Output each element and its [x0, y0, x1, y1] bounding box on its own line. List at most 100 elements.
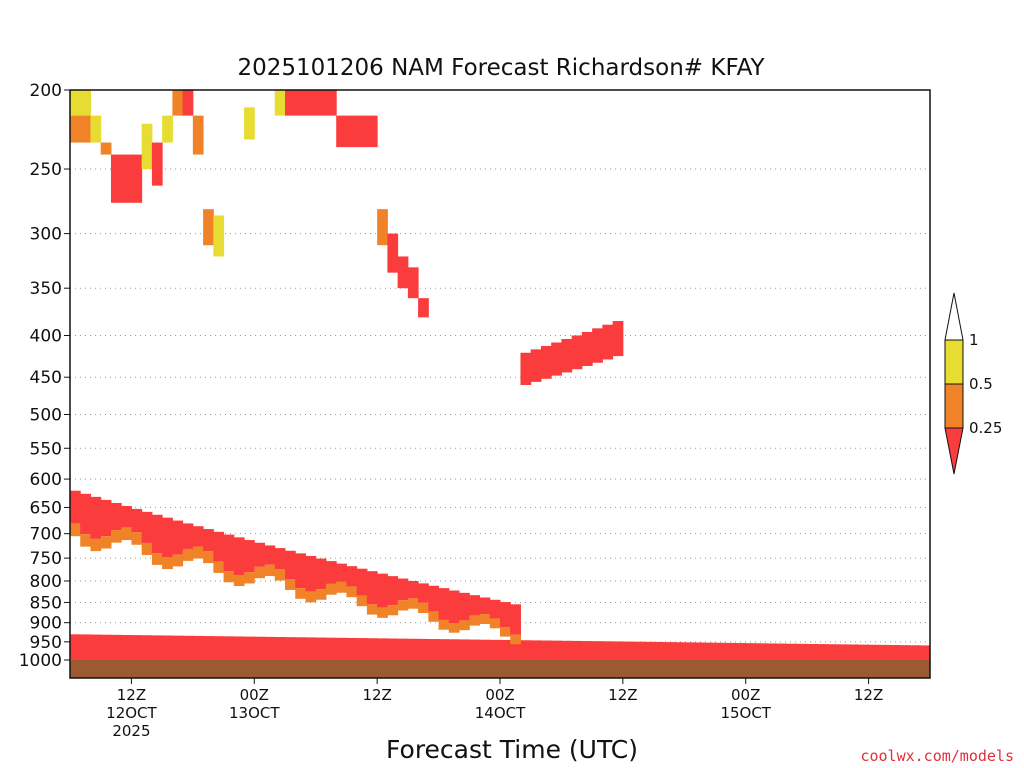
- y-tick-label: 200: [30, 81, 62, 101]
- heatmap-cell: [110, 154, 122, 203]
- heatmap-cell: [192, 115, 204, 155]
- heatmap-cell: [325, 637, 337, 660]
- heatmap-cell: [397, 638, 409, 660]
- heatmap-cell: [356, 568, 368, 596]
- heatmap-cell: [80, 90, 91, 116]
- heatmap-cell: [796, 643, 808, 660]
- heatmap-cell: [315, 589, 327, 600]
- heatmap-cell: [192, 526, 204, 547]
- heatmap-cell: [325, 90, 337, 116]
- heatmap-cell: [858, 644, 870, 660]
- heatmap-cell: [551, 342, 562, 376]
- heatmap-cell: [428, 639, 440, 660]
- heatmap-cell: [254, 566, 266, 579]
- heatmap-cell: [90, 496, 102, 539]
- heatmap-cell: [510, 604, 521, 635]
- heatmap-cell: [285, 578, 296, 590]
- heatmap-cell: [346, 566, 358, 587]
- x-axis-label: Forecast Time (UTC): [386, 735, 638, 764]
- heatmap-cell: [561, 339, 573, 373]
- heatmap-cell: [817, 644, 829, 660]
- heatmap-cell: [694, 642, 706, 660]
- heatmap-cell: [500, 627, 511, 637]
- heatmap-cell: [387, 233, 399, 273]
- y-tick-label: 350: [30, 279, 62, 299]
- heatmap-cell: [223, 636, 235, 660]
- heatmap-cell: [213, 215, 225, 257]
- heatmap-cell: [325, 583, 337, 595]
- legend-swatch-low: [944, 383, 964, 429]
- heatmap-cell: [387, 605, 399, 616]
- heatmap-cell: [377, 638, 388, 660]
- heatmap-cell: [715, 642, 726, 660]
- heatmap-cell: [151, 514, 163, 554]
- heatmap-cell: [438, 588, 450, 620]
- heatmap-cell: [366, 571, 378, 605]
- heatmap-cell: [581, 641, 593, 660]
- heatmap-cell: [131, 154, 143, 203]
- heatmap-cell: [510, 640, 521, 660]
- y-tick-label: 950: [30, 633, 62, 653]
- heatmap-cell: [203, 209, 214, 246]
- heatmap-cell: [622, 641, 634, 660]
- heatmap-cell: [592, 641, 603, 660]
- heatmap-cell: [827, 644, 839, 660]
- heatmap-cell: [725, 642, 736, 660]
- x-tick-label: 00Z: [240, 686, 269, 704]
- heatmap-cell: [766, 643, 777, 660]
- heatmap-cell: [274, 569, 286, 581]
- legend-label: 0.25: [969, 419, 1002, 437]
- heatmap-cell: [418, 298, 429, 318]
- heatmap-cell: [366, 604, 378, 615]
- heatmap-cell: [305, 591, 317, 603]
- heatmap-cell: [745, 643, 757, 660]
- heatmap-cell: [254, 542, 266, 567]
- heatmap-cell: [704, 642, 716, 660]
- y-tick-label: 300: [30, 225, 62, 245]
- plot-area: [70, 90, 930, 678]
- heatmap-cell: [131, 635, 143, 660]
- heatmap-cell: [448, 623, 460, 633]
- heatmap-cell: [223, 571, 235, 583]
- heatmap-cell: [182, 90, 194, 116]
- heatmap-cell: [121, 634, 132, 660]
- heatmap-cell: [121, 527, 132, 541]
- x-tick-label: 12Z: [854, 686, 883, 704]
- heatmap-cell: [264, 545, 276, 565]
- heatmap-cell: [520, 640, 532, 660]
- heatmap-cell: [366, 115, 378, 148]
- heatmap-cell: [305, 90, 317, 116]
- heatmap-cell: [141, 511, 153, 543]
- heatmap-cell: [377, 573, 388, 608]
- heatmap-cell: [448, 639, 460, 660]
- heatmap-cell: [285, 550, 296, 579]
- heatmap-cell: [909, 645, 921, 660]
- heatmap-cell: [336, 563, 347, 582]
- heatmap-cell: [397, 578, 409, 601]
- heatmap-cell: [356, 595, 368, 607]
- heatmap-cell: [305, 637, 317, 660]
- heatmap-cell: [172, 90, 184, 116]
- heatmap-cell: [223, 534, 235, 572]
- heatmap-cell: [592, 328, 603, 363]
- heatmap-cell: [274, 90, 286, 116]
- heatmap-cell: [110, 502, 122, 531]
- plot-background: [70, 90, 930, 678]
- heatmap-cell: [233, 537, 245, 575]
- heatmap-cell: [141, 542, 153, 556]
- heatmap-cell: [80, 534, 91, 547]
- heatmap-cell: [100, 499, 112, 537]
- heatmap-cell: [459, 639, 470, 660]
- heatmap-cell: [643, 641, 655, 660]
- heatmap-cell: [356, 115, 368, 148]
- y-tick-label: 400: [30, 326, 62, 346]
- heatmap-cell: [469, 595, 481, 616]
- heatmap-cell: [407, 598, 419, 609]
- heatmap-cell: [377, 607, 388, 618]
- heatmap-cell: [356, 638, 368, 660]
- color-legend: 1 0.5 0.25: [944, 292, 1002, 475]
- heatmap-cell: [80, 115, 91, 143]
- heatmap-cell: [633, 641, 644, 660]
- heatmap-cell: [162, 635, 173, 660]
